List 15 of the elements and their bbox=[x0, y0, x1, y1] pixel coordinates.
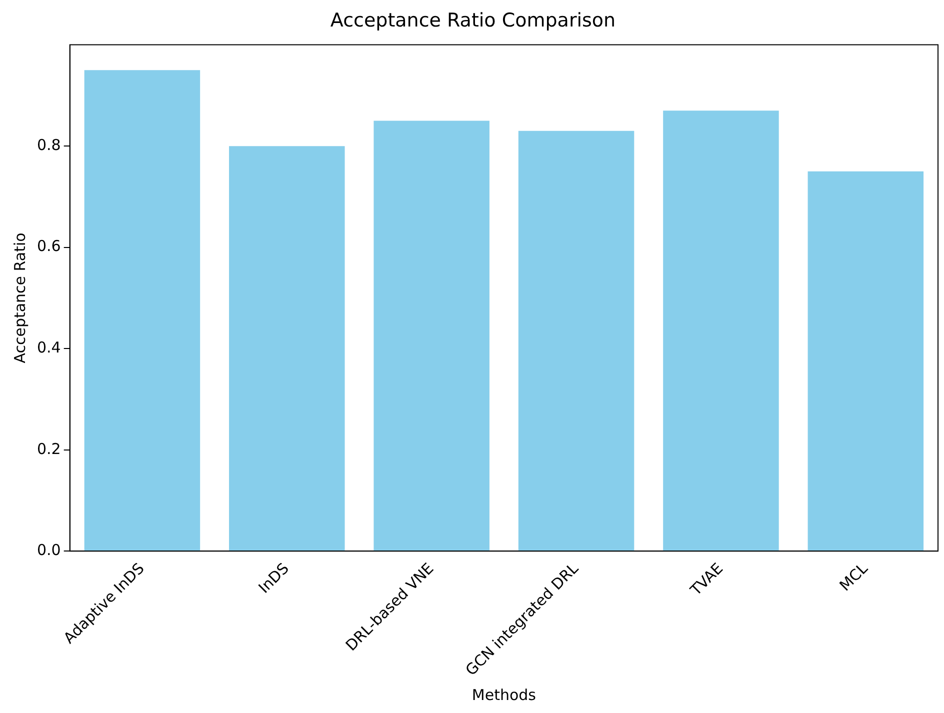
bar bbox=[374, 120, 490, 551]
x-axis-title: Methods bbox=[472, 686, 536, 704]
bar bbox=[84, 70, 200, 551]
bar bbox=[518, 130, 634, 551]
y-tick-label: 0.6 bbox=[36, 237, 61, 256]
bar bbox=[229, 146, 345, 551]
y-tick-label: 0.8 bbox=[36, 136, 61, 154]
bar bbox=[808, 171, 924, 551]
x-tick-label: MCL bbox=[836, 558, 872, 595]
bar bbox=[663, 110, 779, 551]
y-tick-label: 0.4 bbox=[36, 338, 61, 357]
y-tick-label: 0.2 bbox=[36, 440, 61, 458]
y-tick-label: 0.0 bbox=[36, 541, 61, 560]
y-axis-title: Acceptance Ratio bbox=[10, 232, 29, 364]
chart-title: Acceptance Ratio Comparison bbox=[330, 9, 616, 32]
